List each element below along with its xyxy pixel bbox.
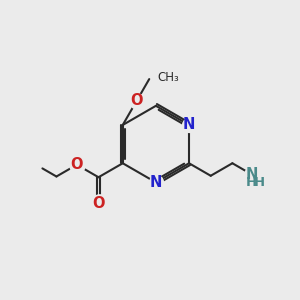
Text: CH₃: CH₃ (158, 71, 179, 84)
Text: O: O (130, 93, 143, 108)
Text: O: O (70, 157, 83, 172)
Text: H: H (253, 176, 264, 189)
Text: H: H (245, 176, 256, 189)
Text: N: N (245, 167, 258, 182)
Text: N: N (183, 118, 195, 133)
Text: O: O (92, 196, 105, 211)
Text: N: N (150, 175, 162, 190)
